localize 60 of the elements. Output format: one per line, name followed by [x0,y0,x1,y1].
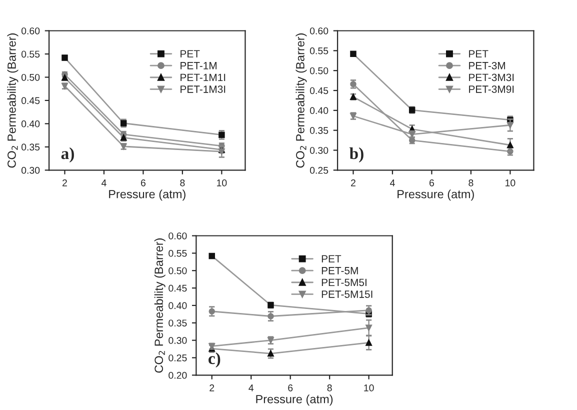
y-tick-label: 0.25 [310,166,328,174]
y-tick-label: 0.40 [168,302,187,310]
legend-label: PET [469,50,488,58]
y-tick-label: 0.45 [21,97,40,104]
x-tick-label: 8 [180,179,185,186]
y-tick-label: 0.60 [168,232,187,240]
y-tick-label: 0.40 [21,120,40,128]
y-axis-title: CO$_{2}$ Permeability (Barrer) [154,238,166,373]
y-tick-label: 0.50 [168,267,187,274]
y-tick-label: 0.30 [21,166,40,174]
x-tick-label: 6 [141,179,146,186]
x-tick-label: 6 [288,384,293,392]
y-tick-label: 0.30 [168,337,187,344]
annotation: c) [208,352,220,368]
legend-label: PET-3M [469,62,505,70]
y-tick-label: 0.50 [310,67,328,74]
annotation: a) [61,147,74,163]
y-tick-label: 0.50 [21,74,40,81]
x-tick-label: 8 [468,179,474,186]
x-tick-label: 2 [62,179,67,186]
legend-label: PET-1M [180,62,216,70]
x-tick-label: 4 [101,180,106,186]
legend-label: PET-5M5I [322,278,366,286]
y-tick-label: 0.60 [21,27,40,34]
legend-label: PET-5M [322,267,358,274]
y-tick-label: 0.40 [310,107,328,114]
x-tick-label: 4 [390,180,395,186]
y-tick-label: 0.45 [168,284,187,292]
legend-label: PET [180,50,200,58]
y-tick-label: 0.35 [21,144,40,151]
y-tick-label: 0.55 [21,50,40,58]
y-tick-label: 0.30 [310,146,328,154]
y-axis-title: CO$_{2}$ Permeability (Barrer) [7,33,18,168]
y-tick-label: 0.25 [168,354,187,362]
legend-label: PET-3M3I [469,74,514,82]
x-tick-label: 2 [351,179,356,186]
x-tick-label: 6 [430,179,434,186]
x-axis-title: Pressure (atm) [398,190,474,201]
y-tick-label: 0.55 [168,250,187,257]
y-tick-label: 0.60 [310,27,328,34]
x-axis-title: Pressure (atm) [109,190,186,201]
y-tick-label: 0.20 [168,372,187,379]
legend-label: PET-5M15I [322,290,372,298]
legend-label: PET-1M3I [180,86,226,93]
x-tick-label: 10 [506,179,516,186]
x-axis-title: Pressure (atm) [256,394,333,406]
legend-label: PET-1M1I [180,74,226,82]
annotation: b) [350,147,364,163]
legend-label: PET-3M9I [469,86,514,93]
x-tick-label: 4 [248,384,254,392]
y-tick-label: 0.45 [310,87,328,94]
x-tick-label: 10 [364,384,374,392]
y-tick-label: 0.35 [310,127,328,134]
x-tick-label: 2 [210,384,214,392]
x-tick-label: 10 [217,179,227,186]
x-tick-label: 8 [327,384,332,392]
y-tick-label: 0.35 [168,320,187,326]
y-tick-label: 0.55 [310,47,328,54]
legend-label: PET [322,255,342,262]
y-axis-title: CO$_{2}$ Permeability (Barrer) [296,33,307,168]
